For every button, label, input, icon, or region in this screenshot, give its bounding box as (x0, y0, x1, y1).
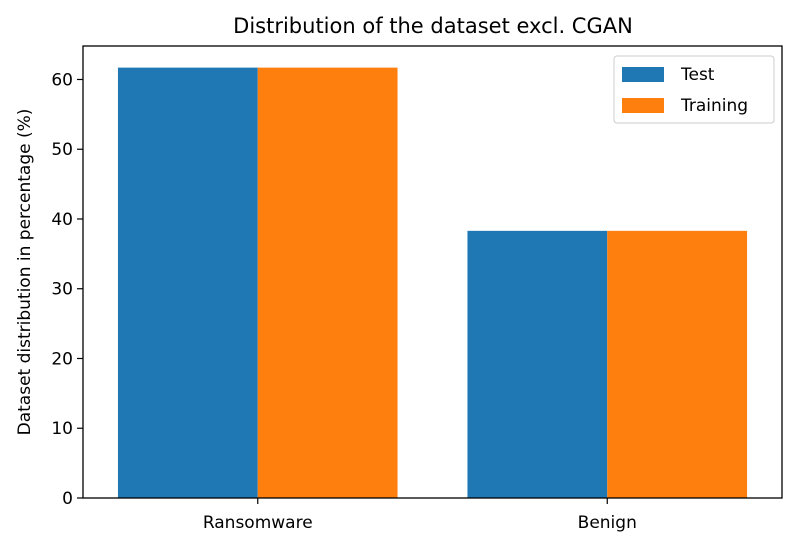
bar-test-benign (467, 230, 608, 498)
x-tick-label-ransomware: Ransomware (203, 513, 313, 533)
bar-training-ransomware (257, 67, 398, 498)
axes-frame (82, 45, 783, 499)
plot-area: 0 10 20 30 40 50 60 Ransomware Benign Test Trainin… (51, 45, 783, 533)
legend-label-training: Training (680, 96, 748, 116)
bar-training-benign (607, 230, 748, 498)
y-tick-label-40: 40 (51, 210, 73, 230)
legend: Test Training (613, 55, 775, 124)
legend-swatch-training (622, 98, 664, 113)
x-tick-label-benign: Benign (578, 513, 637, 533)
y-tick-label-20: 20 (51, 349, 73, 369)
legend-swatch-test (622, 67, 664, 82)
y-tick-label-10: 10 (51, 419, 73, 439)
y-tick-label-60: 60 (51, 70, 73, 90)
y-axis-label: Dataset distribution in percentage (%) (15, 109, 35, 436)
bar-test-ransomware (117, 67, 258, 498)
y-tick-label-0: 0 (62, 489, 73, 509)
y-tick-label-30: 30 (51, 280, 73, 300)
chart-title: Distribution of the dataset excl. CGAN (233, 14, 633, 38)
y-tick-label-50: 50 (51, 140, 73, 160)
legend-label-test: Test (680, 65, 715, 85)
